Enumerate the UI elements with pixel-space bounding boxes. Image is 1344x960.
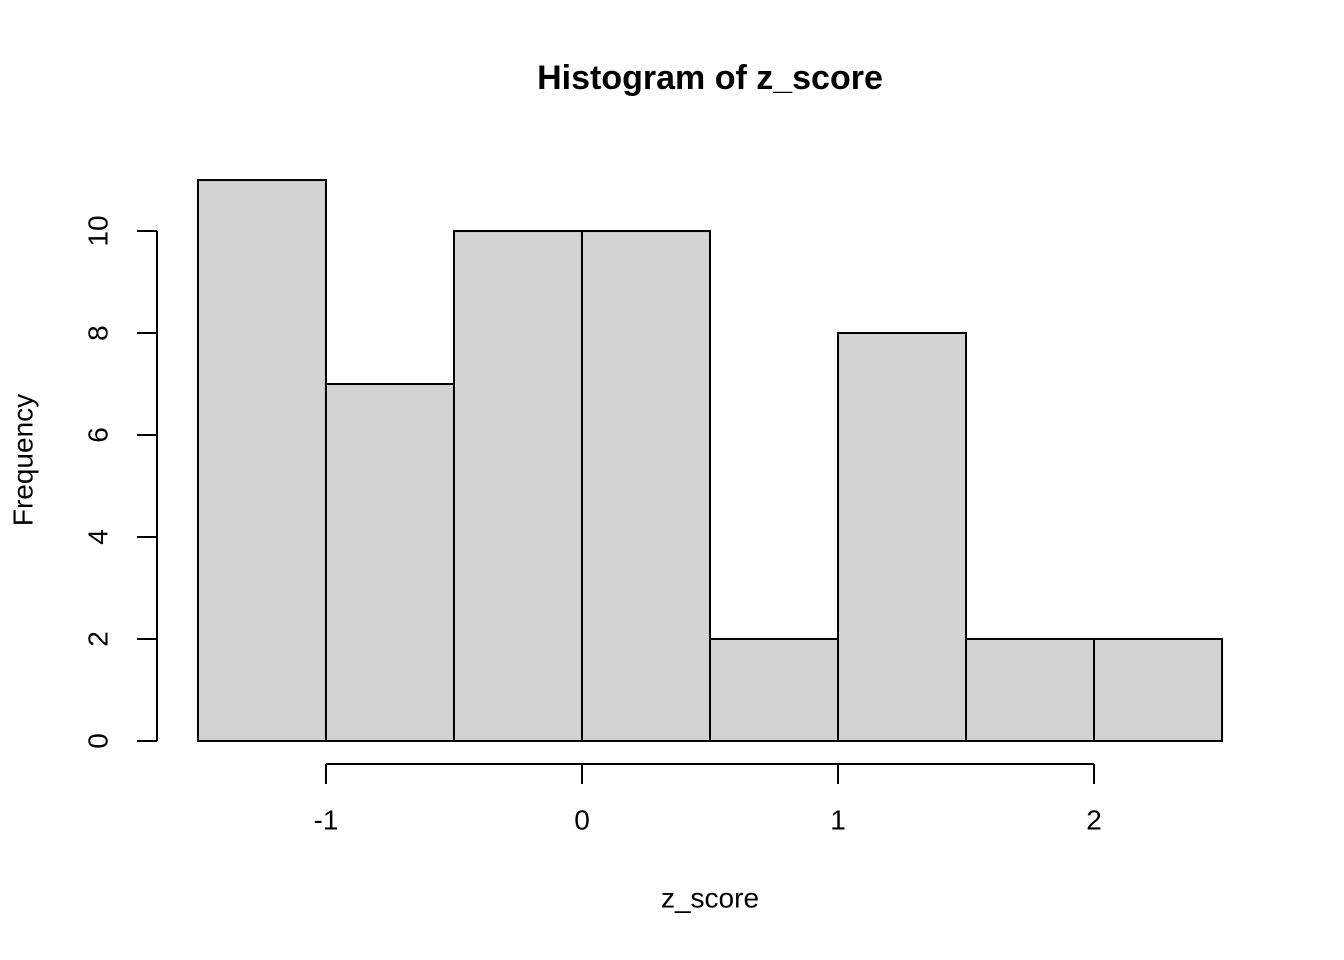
y-tick-label: 10 xyxy=(82,215,113,246)
y-tick-label: 4 xyxy=(82,529,113,545)
bar xyxy=(324,383,455,742)
x-axis-label: z_score xyxy=(661,882,759,913)
y-tick-label: 2 xyxy=(82,631,113,647)
y-tick-label: 6 xyxy=(82,427,113,443)
bar xyxy=(452,230,583,742)
bar xyxy=(196,179,327,742)
bar xyxy=(837,332,968,742)
bar xyxy=(1093,637,1224,742)
bar xyxy=(580,230,711,742)
y-tick-label: 8 xyxy=(82,325,113,341)
y-tick-label: 0 xyxy=(82,733,113,749)
bar xyxy=(709,637,840,742)
bar xyxy=(965,637,1096,742)
x-tick-label: 0 xyxy=(574,804,590,835)
chart-title: Histogram of z_score xyxy=(537,59,883,97)
x-tick-label: 1 xyxy=(830,804,846,835)
x-tick-label: -1 xyxy=(314,804,339,835)
x-tick-label: 2 xyxy=(1086,804,1102,835)
y-axis-label: Frequency xyxy=(7,394,38,526)
